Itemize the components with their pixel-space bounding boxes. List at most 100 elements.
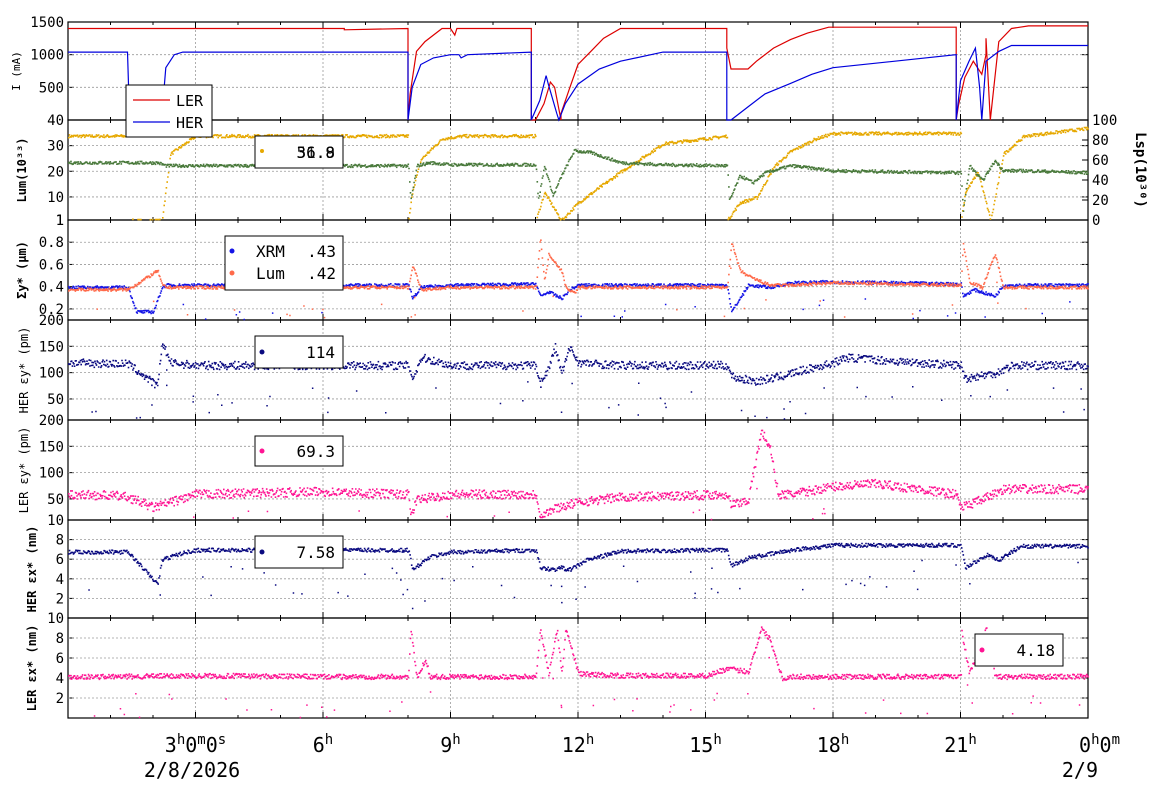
y-tick-label: 50 [47, 392, 64, 408]
x-tick-label: 0h0m [1079, 732, 1120, 757]
panel-her-horizontal-emittance [67, 519, 1089, 619]
y-axis-left-3: 200 150 100 50 [39, 313, 1088, 408]
readout-value-lsp: 51.9 [296, 143, 335, 162]
y-tick-label: 2 [56, 591, 64, 607]
readout-box [254, 535, 344, 569]
x-tick-label: 6h [313, 732, 333, 757]
readout-box [974, 633, 1064, 667]
series-marks-ler-y- [68, 429, 1089, 521]
y-tick-label: 500 [39, 80, 64, 96]
y-tick-label: 6 [56, 552, 64, 568]
y-tick-label: 2 [56, 691, 64, 707]
legend-label-lum: Lum [256, 264, 285, 283]
y-tick-label: 200 [39, 313, 64, 329]
x-date-left: 2/8/2026 [144, 758, 240, 782]
y-tick-label: 50 [47, 492, 64, 508]
y-tick-label: 100 [39, 366, 64, 382]
y-tick-label: 0.6 [39, 257, 64, 273]
y-axis-left-4: 200 150 100 50 10 [39, 413, 1088, 529]
y-tick-label: 0.8 [39, 235, 64, 251]
legend-label-xrm: XRM [256, 242, 285, 261]
y-axis-label: HER εy* (pm) [17, 327, 31, 414]
x-tick-label: 9h [440, 732, 460, 757]
series-marks-her-y- [68, 343, 1089, 420]
x-tick-label: 18h [817, 732, 850, 757]
y-tick-label: 1 [56, 213, 64, 229]
y-axis-left-6: 10 8 6 4 2 [47, 611, 1088, 707]
readout-value: 4.18 [1016, 641, 1055, 660]
series-marks-ler-x- [68, 626, 1089, 719]
y-tick-label: 150 [39, 439, 64, 455]
y-tick-label: 8 [56, 533, 64, 549]
y2-tick-label: 40 [1092, 173, 1109, 189]
series-points-ler-vertical-emittance-0 [68, 429, 1089, 521]
y-axis-left-0: 1500 1000 500 [30, 15, 1088, 96]
y-axis-label: LER εy* (pm) [17, 427, 31, 514]
y-tick-label: 1000 [30, 48, 64, 64]
readout-marker [259, 549, 265, 555]
panel-beam-current [67, 21, 1089, 121]
y-tick-label: 1500 [30, 15, 64, 31]
series-marks-lum [68, 239, 1089, 319]
y-axis-label: I (mA) [10, 51, 23, 91]
series-line-her [68, 44, 1088, 122]
y2-tick-label: 0 [1092, 213, 1100, 229]
x-tick-label: 12h [562, 732, 595, 757]
readout-value-lum: .42 [307, 264, 336, 283]
y2-axis-label: Lsp(10³⁰) [1132, 132, 1148, 208]
series-points-her-vertical-emittance-0 [68, 343, 1089, 420]
legend-box [224, 235, 344, 291]
y-tick-label: 6 [56, 651, 64, 667]
y-tick-label: 100 [39, 466, 64, 482]
y-tick-label: 4 [56, 671, 64, 687]
y-tick-label: 0.4 [39, 280, 64, 296]
readout-value-xrm: .43 [307, 242, 336, 261]
readout-value: 69.3 [296, 442, 335, 461]
y-tick-label: 10 [47, 190, 64, 206]
readout-value: 114 [306, 343, 335, 362]
y-tick-label: 30 [47, 139, 64, 155]
y-axis-left-2: 1 0.8 0.6 0.4 0.2 [39, 213, 1088, 318]
legend-marker-xrm [229, 248, 235, 254]
readout-marker [979, 647, 985, 653]
y2-tick-label: 60 [1092, 153, 1109, 169]
panel-ler-vertical-emittance [67, 419, 1089, 521]
readout-marker [260, 149, 264, 153]
y-tick-label: 8 [56, 631, 64, 647]
readout-value-lum: 36.8 [296, 143, 335, 162]
y-tick-label: 4 [56, 572, 64, 588]
y-axis-left-5: 8 6 4 2 [56, 533, 1088, 607]
readout-value: 7.58 [296, 543, 335, 562]
y-tick-label: 200 [39, 413, 64, 429]
panel-frame [67, 617, 1089, 719]
y-axis-label: HER εx* (nm) [25, 526, 39, 613]
series-points-ler-horizontal-emittance-0 [68, 626, 1089, 719]
y-tick-label: 150 [39, 339, 64, 355]
y-tick-label: 1 [56, 213, 64, 229]
legend-label-ler: LER [176, 92, 204, 110]
y-tick-label: 10 [47, 513, 64, 529]
y2-tick-label: 20 [1092, 193, 1109, 209]
y-axis-label: Lum(10³³) [15, 137, 29, 202]
series-line-ler [68, 25, 1088, 121]
panel-ler-horizontal-emittance [67, 617, 1089, 719]
y-tick-label: 20 [47, 164, 64, 180]
x-date-right: 2/9 [1062, 758, 1098, 782]
legend-label-her: HER [176, 114, 204, 132]
readout-box [254, 335, 344, 369]
readout-box [254, 135, 344, 169]
series-marks-xrm [68, 279, 1089, 321]
y-tick-label: 40 [47, 113, 64, 129]
x-tick-label: 3h0m0s [165, 732, 226, 757]
y-axis-label: LER εx* (nm) [25, 625, 39, 712]
y-axis-label: Σy* (µm) [15, 241, 29, 299]
readout-marker [259, 448, 265, 454]
legend-marker-lum [229, 270, 235, 276]
series-points-beam-size-1 [68, 239, 1089, 319]
panel-beam-size [67, 219, 1089, 321]
y2-tick-label: 100 [1092, 113, 1117, 129]
y2-tick-label: 80 [1092, 133, 1109, 149]
readout-marker [259, 349, 265, 355]
y-tick-label: 0.2 [39, 302, 64, 318]
